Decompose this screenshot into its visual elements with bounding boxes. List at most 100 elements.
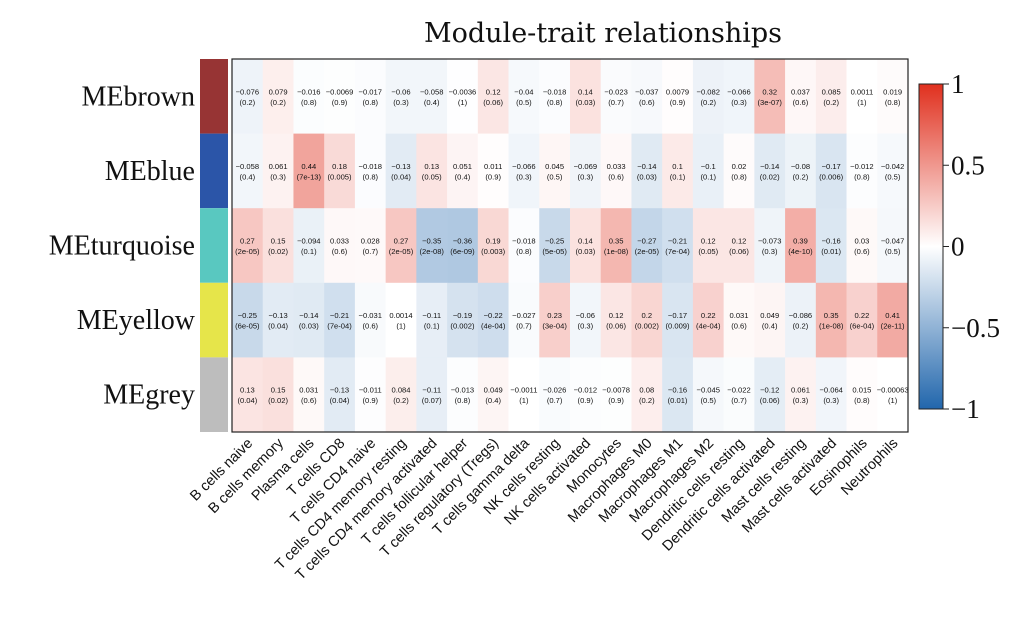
heatmap-cell <box>570 357 602 433</box>
cell-pvalue-label: (0.2) <box>240 98 256 107</box>
cell-pvalue-label: (0.04) <box>268 322 288 331</box>
cell-value-label: −0.13 <box>268 311 287 320</box>
cell-value-label: 0.15 <box>271 237 286 246</box>
cell-pvalue-label: (0.002) <box>450 322 475 331</box>
cell-pvalue-label: (0.7) <box>547 396 563 405</box>
heatmap-cell <box>354 357 386 433</box>
cell-value-label: −0.11 <box>422 311 441 320</box>
heatmap-cell <box>293 59 325 134</box>
cell-value-label: −0.012 <box>574 386 597 395</box>
cell-pvalue-label: (0.3) <box>393 98 409 107</box>
heatmap-cell <box>477 208 509 284</box>
heatmap-cell <box>846 208 878 284</box>
heatmap-cell <box>692 208 724 284</box>
heatmap-cell <box>232 208 264 284</box>
heatmap-cell <box>262 59 294 134</box>
heatmap-cell <box>232 59 264 134</box>
cell-pvalue-label: (0.7) <box>362 247 378 256</box>
cell-pvalue-label: (0.8) <box>854 396 870 405</box>
heatmap-cell <box>754 282 786 358</box>
heatmap-cell <box>385 59 417 134</box>
heatmap-cell <box>262 133 294 209</box>
cell-pvalue-label: (0.8) <box>362 172 378 181</box>
heatmap-cell <box>447 59 479 134</box>
cell-value-label: −0.17 <box>822 162 841 171</box>
cell-value-label: 0.033 <box>330 237 349 246</box>
row-color-bar <box>200 208 228 283</box>
cell-value-label: 0.019 <box>883 87 902 96</box>
heatmap-cell <box>354 282 386 358</box>
heatmap-cell <box>570 208 602 284</box>
cell-pvalue-label: (7e-13) <box>297 172 322 181</box>
cell-pvalue-label: (0.8) <box>516 247 532 256</box>
cell-value-label: −0.058 <box>420 87 443 96</box>
cell-value-label: 0.27 <box>240 237 255 246</box>
cell-value-label: −0.018 <box>359 162 382 171</box>
cell-pvalue-label: (0.2) <box>823 98 839 107</box>
heatmap-cell <box>570 282 602 358</box>
cell-value-label: −0.11 <box>422 386 441 395</box>
cell-pvalue-label: (0.2) <box>639 396 655 405</box>
cell-pvalue-label: (0.7) <box>608 98 624 107</box>
cell-pvalue-label: (0.3) <box>270 172 286 181</box>
cell-pvalue-label: (0.02) <box>760 172 780 181</box>
cell-pvalue-label: (0.2) <box>393 396 409 405</box>
cell-pvalue-label: (0.3) <box>762 247 778 256</box>
cell-pvalue-label: (1) <box>396 322 406 331</box>
cell-value-label: 0.15 <box>271 386 286 395</box>
cell-value-label: −0.027 <box>512 311 535 320</box>
heatmap-cell <box>723 282 755 358</box>
heatmap-cell <box>723 208 755 284</box>
cell-pvalue-label: (0.03) <box>299 322 319 331</box>
cell-pvalue-label: (0.03) <box>575 98 595 107</box>
heatmap-frame <box>231 58 909 433</box>
heatmap-cell <box>600 208 632 284</box>
cell-value-label: 0.061 <box>269 162 288 171</box>
cell-pvalue-label: (2e-05) <box>635 247 660 256</box>
cell-pvalue-label: (0.9) <box>332 98 348 107</box>
cell-value-label: −0.017 <box>359 87 382 96</box>
cell-value-label: 0.35 <box>824 311 839 320</box>
cell-pvalue-label: (0.07) <box>422 396 442 405</box>
cell-pvalue-label: (0.6) <box>639 98 655 107</box>
cell-value-label: −0.094 <box>297 237 320 246</box>
color-legend: 1 0.5 0 −0.5 −1 <box>918 69 1000 424</box>
cell-value-label: −0.06 <box>576 311 595 320</box>
cell-pvalue-label: (1) <box>888 396 898 405</box>
cell-pvalue-label: (0.3) <box>578 172 594 181</box>
cell-pvalue-label: (0.6) <box>332 247 348 256</box>
cell-pvalue-label: (0.002) <box>635 322 660 331</box>
cell-pvalue-label: (0.2) <box>793 172 809 181</box>
heatmap-cell <box>416 133 448 209</box>
cell-pvalue-label: (0.02) <box>268 396 288 405</box>
cell-pvalue-label: (0.05) <box>422 172 442 181</box>
cell-pvalue-label: (0.3) <box>578 322 594 331</box>
cell-pvalue-label: (6e-05) <box>235 322 260 331</box>
cell-value-label: 0.12 <box>609 311 624 320</box>
cell-value-label: −0.023 <box>604 87 627 96</box>
cell-pvalue-label: (0.2) <box>270 98 286 107</box>
heatmap-cell <box>846 133 878 209</box>
cell-value-label: −0.13 <box>330 386 349 395</box>
cell-value-label: 0.079 <box>269 87 288 96</box>
cell-pvalue-label: (1e-08) <box>819 322 844 331</box>
cell-value-label: 0.061 <box>791 386 810 395</box>
cell-pvalue-label: (1) <box>857 98 867 107</box>
cell-value-label: −0.045 <box>697 386 720 395</box>
cell-value-label: −0.0078 <box>602 386 630 395</box>
heatmap-cell <box>293 208 325 284</box>
cell-pvalue-label: (0.6) <box>362 322 378 331</box>
cell-value-label: 0.13 <box>424 162 439 171</box>
heatmap-cell <box>508 133 540 209</box>
cell-pvalue-label: (7e-04) <box>665 247 690 256</box>
heatmap-cell <box>846 282 878 358</box>
heatmap-cell <box>324 208 356 284</box>
heatmap-cell <box>815 357 847 433</box>
cell-value-label: −0.011 <box>359 386 382 395</box>
cell-pvalue-label: (3e-07) <box>757 98 782 107</box>
cell-pvalue-label: (0.06) <box>483 98 503 107</box>
heatmap-cell <box>262 208 294 284</box>
color-legend-bar <box>918 83 944 410</box>
heatmap-cell <box>785 282 817 358</box>
cell-value-label: 0.049 <box>760 311 779 320</box>
